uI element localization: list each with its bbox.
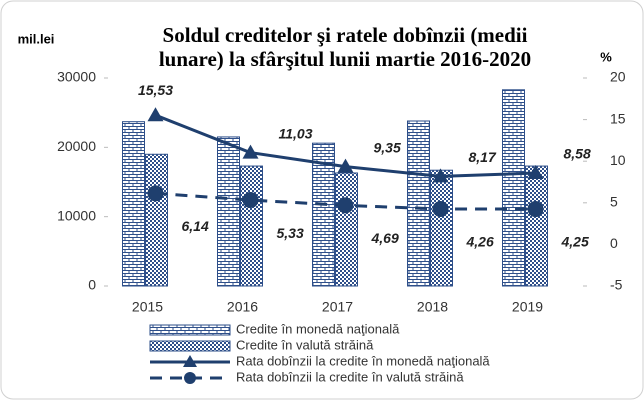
marker xyxy=(242,192,259,209)
y2-tick-label: 15 xyxy=(610,110,626,126)
x-tick-label: 2018 xyxy=(417,299,448,315)
chart-title: Soldul creditelor şi ratele dobînzii (me… xyxy=(163,23,528,47)
x-tick-label: 2017 xyxy=(322,299,353,315)
legend-marker xyxy=(184,372,196,384)
data-label: 8,17 xyxy=(469,149,497,165)
data-label: 8,58 xyxy=(564,146,591,162)
marker xyxy=(432,200,449,217)
bar xyxy=(430,169,453,287)
y2-tick-label: 10 xyxy=(610,152,626,168)
marker xyxy=(147,107,164,122)
legend-label: Credite în monedă naţională xyxy=(236,321,400,336)
chart-title: lunare) la sfârşitul lunii martie 2016-2… xyxy=(159,47,531,71)
bar xyxy=(145,153,168,287)
x-tick-label: 2015 xyxy=(132,299,163,315)
marker xyxy=(432,168,449,183)
legend-swatch xyxy=(149,324,231,336)
bar xyxy=(240,165,263,287)
marker xyxy=(337,158,354,173)
data-label: 11,03 xyxy=(279,125,313,141)
y-axis-label: mil.lei xyxy=(18,31,55,46)
marker xyxy=(527,165,544,180)
y2-tick-label: 0 xyxy=(610,235,618,251)
data-label: 6,14 xyxy=(182,218,209,234)
y-tick-label: 20000 xyxy=(57,138,96,154)
data-label: 4,25 xyxy=(561,234,589,250)
bar xyxy=(122,121,145,287)
y-tick-label: 0 xyxy=(88,277,96,293)
legend-label: Rata dobînzii la credite în valută străi… xyxy=(236,369,464,384)
y2-tick-label: -5 xyxy=(610,277,623,293)
bar xyxy=(502,89,525,287)
marker xyxy=(242,144,259,159)
y2-tick-label: 5 xyxy=(610,194,618,210)
marker xyxy=(147,185,164,202)
marker xyxy=(337,197,354,214)
x-tick-label: 2016 xyxy=(227,299,258,315)
legend-label: Rata dobînzii la credite în monedă naţio… xyxy=(236,353,490,368)
y-tick-label: 10000 xyxy=(57,207,96,223)
y2-axis-label: % xyxy=(600,49,612,64)
y2-tick-label: 20 xyxy=(610,69,626,85)
legend-label: Credite în valută străină xyxy=(236,337,374,352)
bar xyxy=(217,136,240,287)
data-label: 5,33 xyxy=(277,225,304,241)
bar xyxy=(525,165,548,287)
data-label: 4,69 xyxy=(371,230,399,246)
marker xyxy=(527,201,544,218)
y-tick-label: 30000 xyxy=(57,69,96,85)
legend-marker xyxy=(183,355,197,367)
bar xyxy=(335,172,358,287)
data-label: 4,26 xyxy=(466,234,494,250)
x-tick-label: 2019 xyxy=(512,299,543,315)
legend-swatch xyxy=(149,340,231,352)
data-label: 15,53 xyxy=(138,82,173,98)
bar xyxy=(407,120,430,287)
data-label: 9,35 xyxy=(374,139,401,155)
bar xyxy=(312,142,335,287)
